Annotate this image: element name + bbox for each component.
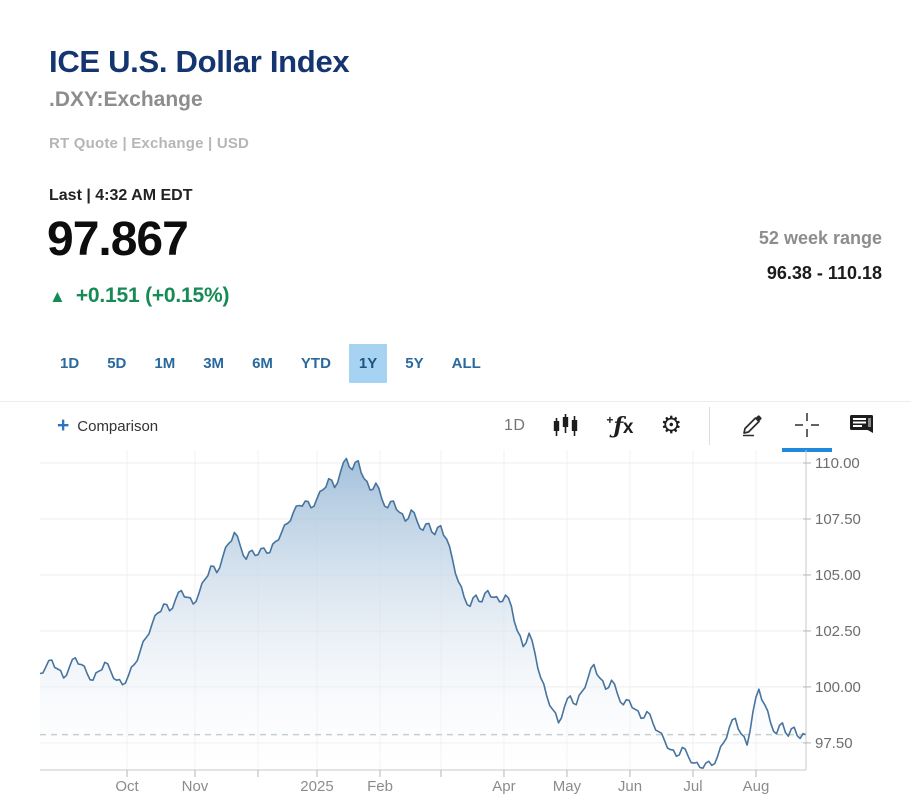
tab-6m[interactable]: 6M <box>252 355 273 372</box>
draw-pencil-icon <box>737 411 765 441</box>
chart-tool-group: 1D +ƒx ⚙ <box>503 407 877 452</box>
comparison-label: Comparison <box>77 417 159 435</box>
tab-5y[interactable]: 5Y <box>405 355 424 372</box>
last-price: 97.867 <box>47 213 189 266</box>
area-fill <box>40 458 806 770</box>
tab-5d[interactable]: 5D <box>107 355 127 372</box>
chart-canvas[interactable]: 110.00 107.50 105.00 102.50 100.00 97.50 Oct No… <box>0 450 911 798</box>
indicators-fx-icon: +ƒx <box>606 413 634 439</box>
ticker-symbol: .DXY:Exchange <box>49 88 203 111</box>
y-axis-label: 97.50 <box>815 735 853 752</box>
price-change: +0.151 (+0.15%) <box>75 284 230 307</box>
y-axis-label: 102.50 <box>815 623 861 640</box>
tab-1d[interactable]: 1D <box>60 355 80 372</box>
x-axis-label: Apr <box>492 778 515 795</box>
interval-selector[interactable]: 1D <box>503 417 526 434</box>
y-axis-label: 105.00 <box>815 567 861 584</box>
indicators-button[interactable]: +ƒx <box>606 413 633 439</box>
tab-1m[interactable]: 1M <box>154 355 176 372</box>
y-axis-label: 110.00 <box>815 455 860 472</box>
y-axis-label: 107.50 <box>815 511 861 528</box>
x-axis-label: Aug <box>743 778 770 795</box>
settings-gear-icon: ⚙ <box>660 412 682 439</box>
draw-button[interactable] <box>737 411 765 441</box>
page-title: ICE U.S. Dollar Index <box>49 44 350 79</box>
comparison-button[interactable]: + Comparison <box>57 413 159 437</box>
week-range-value: 96.38 - 110.18 <box>766 263 882 283</box>
x-axis-label: Nov <box>182 778 209 795</box>
tab-3m[interactable]: 3M <box>203 355 225 372</box>
tab-1y[interactable]: 1Y <box>348 344 388 383</box>
settings-button[interactable]: ⚙ <box>660 414 682 438</box>
candlestick-chart-icon <box>552 412 579 441</box>
quote-meta: RT Quote | Exchange | USD <box>49 135 250 152</box>
week-range-label: 52 week range <box>758 228 882 248</box>
price-line <box>39 457 807 769</box>
chart-toolbar: + Comparison 1D +ƒx <box>0 401 911 452</box>
crosshair-button[interactable] <box>782 410 832 452</box>
y-axis-label: 100.00 <box>815 679 861 696</box>
annotations-icon <box>849 414 877 439</box>
range-tabs: 1D 5D 1M 3M 6M YTD 1Y 5Y ALL <box>50 344 491 383</box>
x-axis-label: Oct <box>115 778 139 795</box>
tab-ytd[interactable]: YTD <box>300 355 331 372</box>
x-axis-label: May <box>553 778 582 795</box>
last-timestamp: Last | 4:32 AM EDT <box>49 187 193 204</box>
price-change-row: ▲ +0.151 (+0.15%) <box>49 284 229 308</box>
x-axis-label: Feb <box>367 778 393 795</box>
toolbar-divider <box>709 407 710 445</box>
x-axis-label: Jul <box>683 778 702 795</box>
crosshair-icon <box>792 410 822 443</box>
price-chart: 110.00 107.50 105.00 102.50 100.00 97.50 Oct No… <box>0 450 911 798</box>
x-axis-label: Jun <box>618 778 642 795</box>
x-axis-label: 2025 <box>300 778 333 795</box>
active-tool-indicator <box>782 447 832 452</box>
annotations-button[interactable] <box>849 414 877 439</box>
up-arrow-icon: ▲ <box>49 286 66 306</box>
plus-icon: + <box>57 413 70 437</box>
tab-all[interactable]: ALL <box>451 355 481 372</box>
chart-type-button[interactable] <box>552 412 579 441</box>
